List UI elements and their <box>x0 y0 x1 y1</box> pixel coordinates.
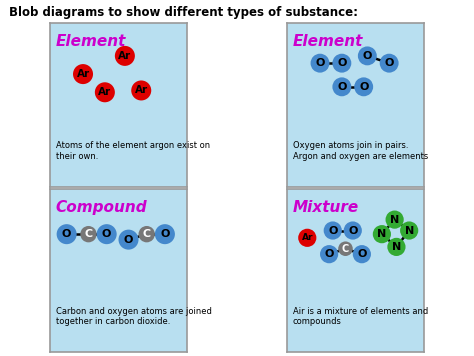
Text: Carbon and oxygen atoms are joined
together in carbon dioxide.: Carbon and oxygen atoms are joined toget… <box>56 307 211 326</box>
Text: Ar: Ar <box>76 69 90 79</box>
Text: O: O <box>124 235 133 245</box>
Circle shape <box>338 241 353 256</box>
Text: Element: Element <box>293 34 363 49</box>
Text: Element: Element <box>56 34 126 49</box>
Circle shape <box>80 226 97 242</box>
Circle shape <box>131 80 151 100</box>
Text: O: O <box>384 58 394 68</box>
Circle shape <box>358 46 377 66</box>
Text: C: C <box>143 229 151 239</box>
Text: Ar: Ar <box>301 233 313 242</box>
Text: O: O <box>102 229 111 239</box>
Text: O: O <box>363 51 372 61</box>
Circle shape <box>138 226 155 242</box>
Text: N: N <box>377 229 386 239</box>
Text: Ar: Ar <box>118 51 131 61</box>
Text: Compound: Compound <box>56 200 147 215</box>
Circle shape <box>354 77 373 96</box>
Text: O: O <box>359 82 368 92</box>
Circle shape <box>155 224 175 244</box>
Circle shape <box>344 221 362 240</box>
Circle shape <box>56 224 77 244</box>
Circle shape <box>373 225 391 243</box>
Circle shape <box>324 221 342 240</box>
Text: O: O <box>328 226 337 236</box>
Text: Blob diagrams to show different types of substance:: Blob diagrams to show different types of… <box>9 6 358 19</box>
Text: O: O <box>62 229 71 239</box>
Text: C: C <box>342 244 349 254</box>
Circle shape <box>387 238 406 256</box>
Circle shape <box>332 54 351 73</box>
Text: O: O <box>357 249 366 259</box>
Text: Mixture: Mixture <box>293 200 359 215</box>
Circle shape <box>400 221 418 240</box>
Text: Air is a mixture of elements and
compounds: Air is a mixture of elements and compoun… <box>293 307 428 326</box>
Circle shape <box>310 54 329 73</box>
Circle shape <box>118 230 138 250</box>
Circle shape <box>385 210 404 229</box>
Text: Atoms of the element argon exist on
their own.: Atoms of the element argon exist on thei… <box>56 141 210 161</box>
Circle shape <box>380 54 399 73</box>
Text: Oxygen atoms join in pairs.
Argon and oxygen are elements: Oxygen atoms join in pairs. Argon and ox… <box>293 141 428 161</box>
Text: O: O <box>315 58 325 68</box>
Circle shape <box>73 64 93 84</box>
Circle shape <box>353 245 371 263</box>
Circle shape <box>95 82 115 102</box>
Text: N: N <box>404 226 414 236</box>
Text: O: O <box>337 58 346 68</box>
Circle shape <box>320 245 338 263</box>
Text: O: O <box>348 226 357 236</box>
Circle shape <box>298 229 316 247</box>
Text: C: C <box>84 229 92 239</box>
Text: Ar: Ar <box>98 87 111 97</box>
Text: N: N <box>390 215 399 225</box>
Circle shape <box>97 224 117 244</box>
Text: O: O <box>337 82 346 92</box>
Text: Ar: Ar <box>135 85 148 95</box>
Text: O: O <box>160 229 170 239</box>
Text: N: N <box>392 242 401 252</box>
Text: O: O <box>324 249 334 259</box>
Circle shape <box>115 46 135 66</box>
Circle shape <box>332 77 351 96</box>
